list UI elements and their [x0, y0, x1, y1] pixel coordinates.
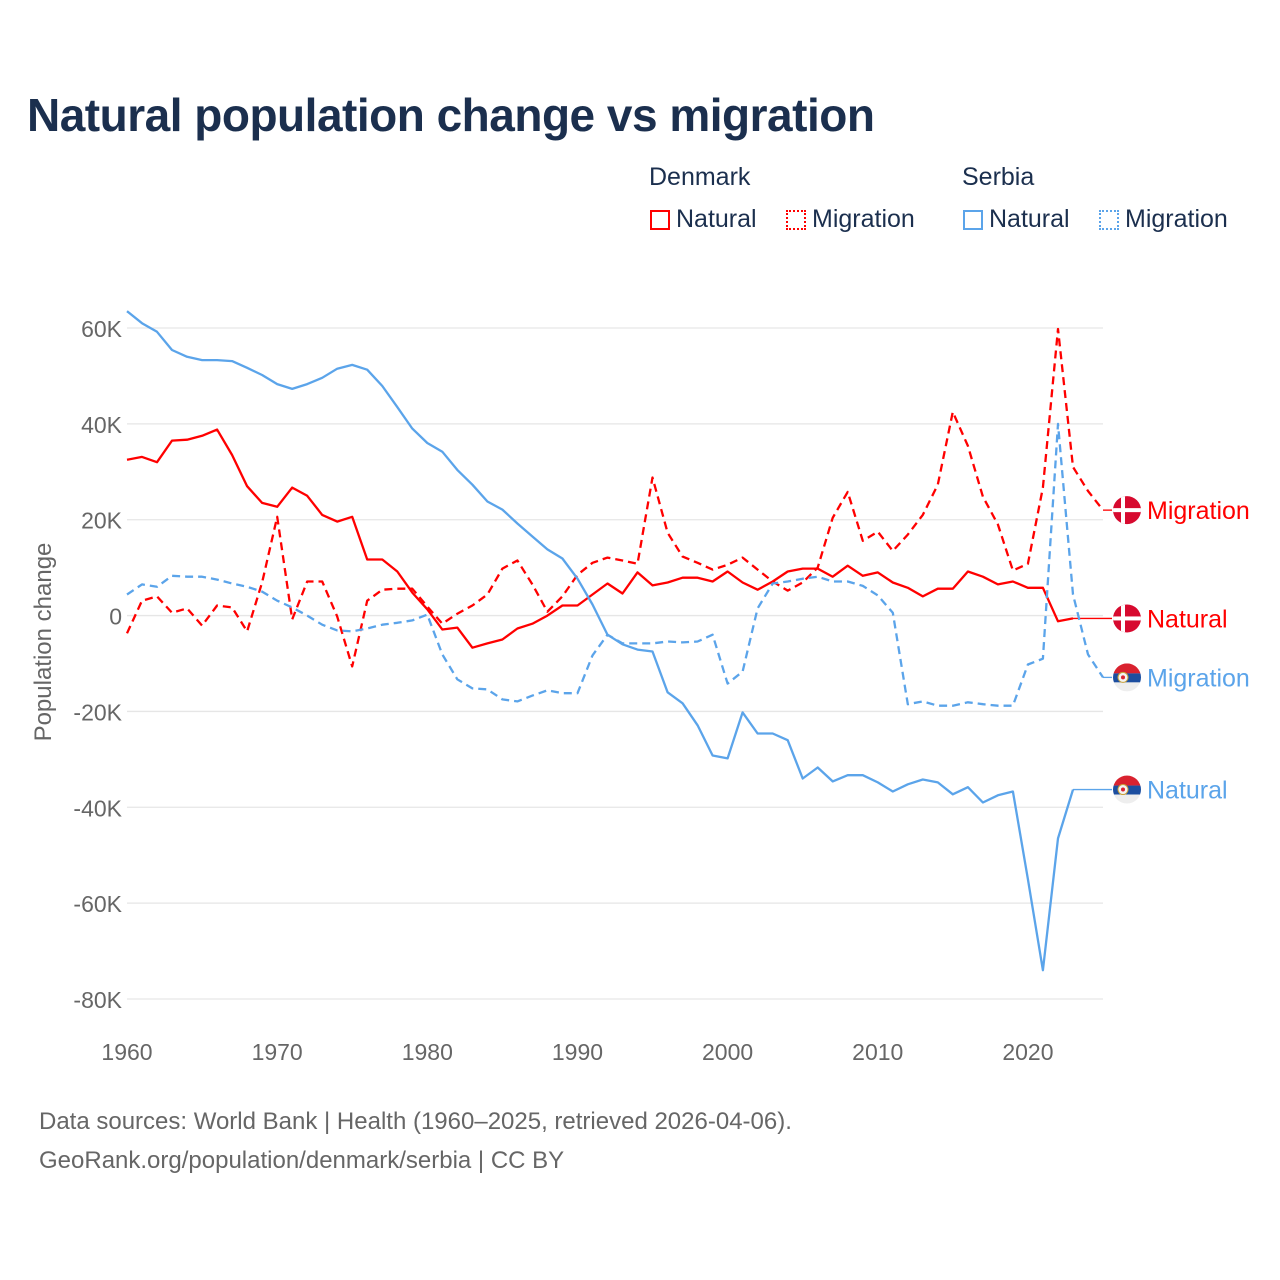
x-tick-label: 2000: [702, 1039, 753, 1065]
legend-serbia-natural[interactable]: Natural: [963, 205, 1070, 234]
flag-serbia-icon: [1113, 663, 1141, 692]
x-tick-label: 2020: [1002, 1039, 1053, 1065]
y-tick-label: -60K: [73, 891, 122, 917]
legend-swatch-solid-icon: [650, 209, 670, 230]
footer-sources: Data sources: World Bank | Health (1960–…: [39, 1108, 792, 1135]
legend-label: Migration: [1125, 205, 1228, 233]
x-tick-label: 1970: [252, 1039, 303, 1065]
legend-swatch-solid-icon: [963, 209, 983, 230]
x-tick-label: 1990: [552, 1039, 603, 1065]
end-label-serbia-migration: Migration: [1147, 664, 1250, 692]
legend-swatch-dotted-icon: [1099, 209, 1119, 230]
legend-serbia-migration[interactable]: Migration: [1099, 205, 1228, 234]
legend-label: Migration: [812, 205, 915, 233]
end-label-denmark-natural: Natural: [1147, 605, 1228, 633]
legend-denmark-natural[interactable]: Natural: [650, 205, 757, 234]
flag-serbia-icon: [1113, 775, 1141, 804]
chart-title: Natural population change vs migration: [27, 89, 875, 141]
plot-area: 60K 40K 20K 0 -20K -40K -60K -80K 1960 1970 1980 19…: [30, 310, 1250, 1065]
y-tick-label: -20K: [73, 699, 122, 725]
legend-denmark-migration[interactable]: Migration: [786, 205, 915, 234]
flag-denmark-icon: [1113, 496, 1141, 525]
legend-label: Natural: [989, 205, 1070, 233]
x-tick-label: 1960: [101, 1039, 152, 1065]
series-line-serbia-migration: [126, 422, 1104, 707]
footer-credit[interactable]: GeoRank.org/population/denmark/serbia | …: [39, 1147, 565, 1174]
y-axis-label: Population change: [30, 543, 57, 742]
legend-label: Natural: [676, 205, 757, 233]
y-tick-label: 0: [109, 604, 122, 630]
end-label-denmark-migration: Migration: [1147, 497, 1250, 525]
y-tick-label: 40K: [81, 412, 123, 438]
legend-group-denmark: Denmark: [649, 163, 751, 191]
y-tick-label: -40K: [73, 795, 122, 821]
series-line-serbia-natural: [126, 310, 1075, 972]
x-tick-label: 1980: [402, 1039, 453, 1065]
legend-group-serbia: Serbia: [962, 163, 1035, 191]
legend-swatch-dotted-icon: [786, 209, 806, 230]
y-tick-label: 60K: [81, 316, 123, 342]
end-label-serbia-natural: Natural: [1147, 777, 1228, 805]
flag-denmark-icon: [1113, 604, 1141, 633]
y-tick-label: -80K: [73, 987, 122, 1013]
x-tick-label: 2010: [852, 1039, 903, 1065]
y-tick-label: 20K: [81, 508, 123, 534]
series-line-denmark-natural: [126, 428, 1074, 649]
